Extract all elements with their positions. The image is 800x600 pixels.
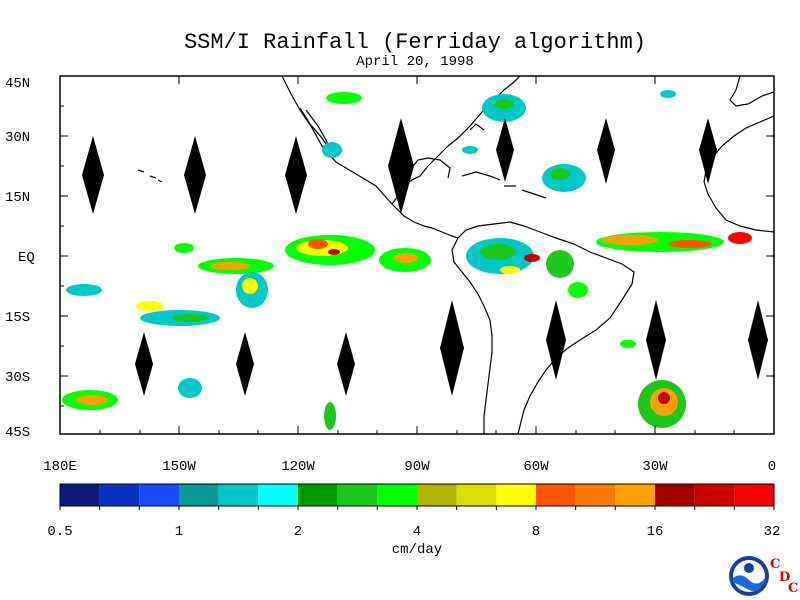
colorbar-swatch bbox=[337, 484, 378, 506]
colorbar-tick-32: 32 bbox=[764, 524, 781, 540]
colorbar-swatch bbox=[99, 484, 140, 506]
map-content bbox=[62, 76, 774, 434]
colorbar-swatch bbox=[139, 484, 179, 506]
colorbar-swatch bbox=[734, 484, 774, 506]
colorbar-swatch bbox=[536, 484, 576, 506]
lon-label-60w: 60W bbox=[523, 459, 549, 475]
colorbar-swatch bbox=[298, 484, 338, 506]
lon-label-120w: 120W bbox=[281, 459, 315, 475]
lat-label-30n: 30N bbox=[5, 130, 30, 146]
coastline-africa bbox=[703, 115, 774, 233]
latitude-axis bbox=[60, 75, 774, 435]
coastline-south-america bbox=[451, 221, 635, 434]
lat-label-eq: EQ bbox=[18, 250, 35, 266]
lon-label-30w: 30W bbox=[642, 459, 668, 475]
lat-label-45n: 45N bbox=[5, 76, 30, 92]
map-date: April 20, 1998 bbox=[356, 54, 474, 70]
colorbar-tick-2: 2 bbox=[294, 524, 302, 540]
coastline-europe bbox=[729, 76, 774, 107]
lon-label-150w: 150W bbox=[162, 459, 196, 475]
colorbar-unit: cm/day bbox=[392, 542, 442, 558]
hawaii-islands bbox=[137, 169, 163, 183]
map-title: SSM/I Rainfall (Ferriday algorithm) bbox=[183, 30, 647, 55]
lat-label-30s: 30S bbox=[5, 370, 30, 386]
cdc-letter-c2: C bbox=[788, 581, 798, 596]
colorbar-swatch bbox=[377, 484, 417, 506]
lon-label-0: 0 bbox=[768, 459, 776, 475]
noaa-logo bbox=[729, 556, 769, 596]
colorbar-tick-0-5: 0.5 bbox=[47, 524, 72, 540]
longitude-axis bbox=[59, 76, 735, 434]
colorbar-swatch bbox=[496, 484, 536, 506]
colorbar-swatch bbox=[218, 484, 259, 506]
colorbar-swatch bbox=[60, 484, 100, 506]
colorbar-swatch bbox=[456, 484, 497, 506]
lon-label-180e: 180E bbox=[43, 459, 77, 475]
colorbar bbox=[59, 483, 775, 510]
caribbean-islands bbox=[461, 123, 547, 199]
cdc-letter-d: D bbox=[779, 570, 790, 585]
colorbar-tick-4: 4 bbox=[413, 524, 421, 540]
colorbar-tick-16: 16 bbox=[647, 524, 664, 540]
colorbar-swatch bbox=[694, 484, 735, 506]
colorbar-tick-1: 1 bbox=[175, 524, 183, 540]
cdc-letter-c1: C bbox=[770, 557, 780, 572]
colorbar-swatch bbox=[655, 484, 695, 506]
lat-label-15s: 15S bbox=[5, 310, 30, 326]
colorbar-tick-8: 8 bbox=[532, 524, 540, 540]
rainfall-patches bbox=[62, 90, 752, 430]
lat-label-15n: 15N bbox=[5, 190, 30, 206]
colorbar-swatch bbox=[615, 484, 655, 506]
colorbar-swatch bbox=[179, 484, 219, 506]
lon-label-90w: 90W bbox=[404, 459, 430, 475]
orbit-gap-diamonds bbox=[82, 118, 768, 396]
colorbar-swatch bbox=[575, 484, 616, 506]
colorbar-swatch bbox=[258, 484, 298, 506]
colorbar-swatch bbox=[417, 484, 457, 506]
lat-label-45s: 45S bbox=[5, 425, 30, 441]
